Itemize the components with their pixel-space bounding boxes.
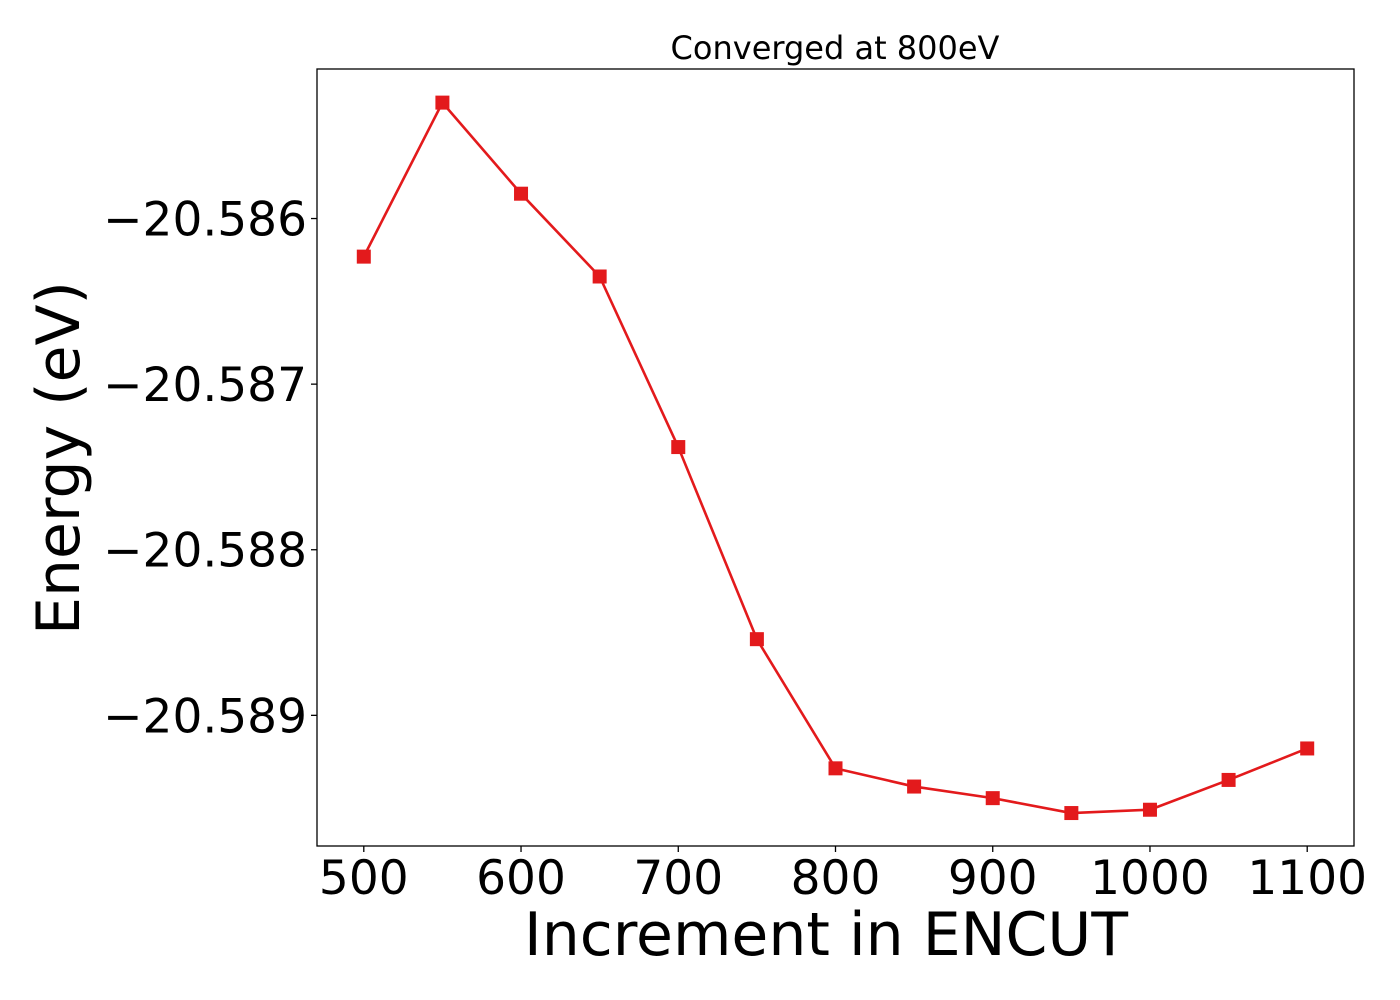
- data-point-marker: [671, 440, 686, 455]
- x-tick-label: 500: [319, 851, 409, 906]
- x-tick-label: 1000: [1090, 851, 1210, 906]
- data-point-marker: [828, 761, 843, 776]
- data-point-marker: [985, 791, 1000, 806]
- y-axis-ticks: −20.586 −20.587 −20.588 −20.589: [103, 193, 317, 744]
- data-point-marker: [514, 186, 529, 201]
- x-axis-label: Increment in ENCUT: [524, 900, 1128, 970]
- data-point-marker: [1300, 741, 1315, 756]
- y-axis-label: Energy (eV): [24, 281, 94, 635]
- plot-frame: [316, 68, 1355, 847]
- chart-title: Converged at 800eV: [671, 29, 1000, 67]
- data-point-marker: [1064, 806, 1079, 821]
- data-point-marker: [435, 95, 450, 110]
- plot-area: [356, 95, 1315, 821]
- data-point-marker: [1221, 772, 1236, 787]
- data-point-marker: [356, 249, 371, 264]
- x-tick-label: 800: [791, 851, 881, 906]
- x-tick-label: 700: [633, 851, 723, 906]
- data-point-marker: [749, 632, 764, 647]
- y-tick-label: −20.589: [103, 689, 307, 744]
- series-line: [362, 101, 1308, 815]
- y-tick-label: −20.587: [103, 358, 307, 413]
- x-tick-label: 1100: [1247, 851, 1367, 906]
- data-point-marker: [907, 779, 922, 794]
- y-tick-label: −20.586: [103, 193, 307, 248]
- y-tick-label: −20.588: [103, 524, 307, 579]
- x-tick-label: 900: [948, 851, 1038, 906]
- x-axis-ticks: 500 600 700 800 900 1000 1100: [319, 846, 1367, 906]
- data-point-marker: [592, 269, 607, 284]
- data-point-marker: [1142, 802, 1157, 817]
- x-tick-label: 600: [476, 851, 566, 906]
